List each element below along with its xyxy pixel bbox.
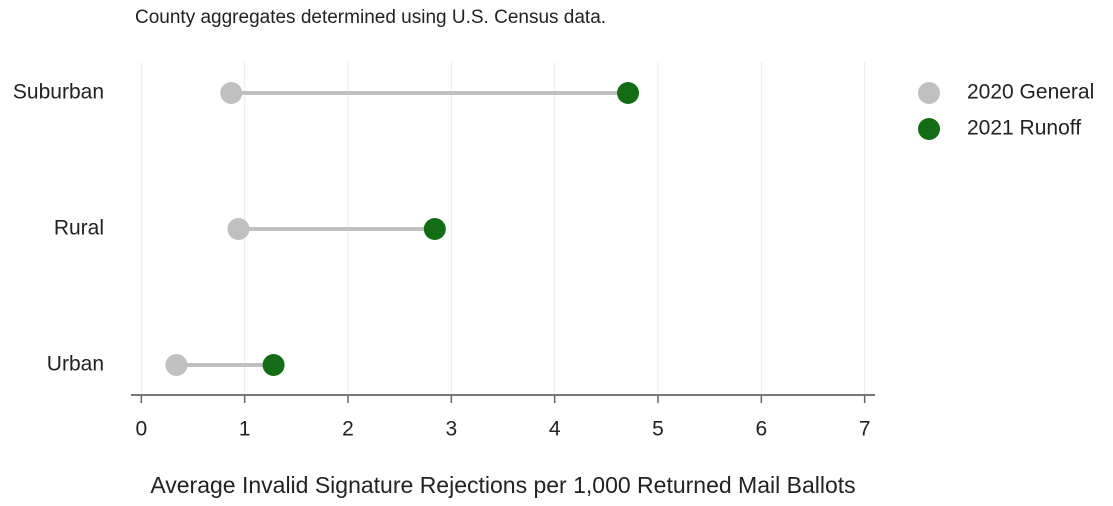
y-tick-label: Urban xyxy=(47,353,104,376)
x-tick-label: 2 xyxy=(342,418,354,441)
y-tick-label: Suburban xyxy=(13,81,104,104)
legend-swatch xyxy=(918,118,940,140)
x-tick-label: 4 xyxy=(549,418,561,441)
chart-subtitle: County aggregates determined using U.S. … xyxy=(135,7,606,28)
legend-swatch xyxy=(918,82,940,104)
x-axis-label: Average Invalid Signature Rejections per… xyxy=(150,472,855,498)
legend-label: 2020 General xyxy=(967,81,1094,104)
dot xyxy=(423,218,446,240)
x-tick-label: 7 xyxy=(859,418,871,441)
x-tick-label: 0 xyxy=(135,418,147,441)
x-tick-label: 5 xyxy=(652,418,664,441)
y-tick-label: Rural xyxy=(54,217,104,240)
x-tick-label: 1 xyxy=(239,418,251,441)
dot xyxy=(227,218,250,240)
dot xyxy=(165,354,188,376)
dot xyxy=(220,82,243,104)
x-tick-label: 3 xyxy=(445,418,457,441)
legend-label: 2021 Runoff xyxy=(967,117,1081,140)
dot xyxy=(262,354,285,376)
x-tick-label: 6 xyxy=(755,418,767,441)
dot xyxy=(617,82,640,104)
